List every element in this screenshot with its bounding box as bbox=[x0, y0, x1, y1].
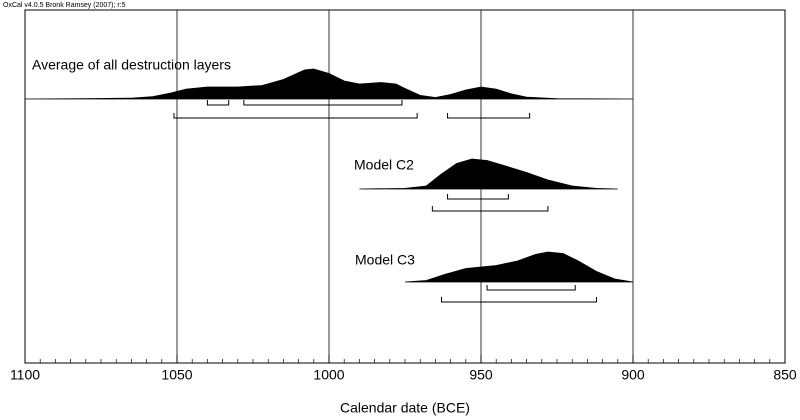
series-label: Model C3 bbox=[355, 252, 415, 268]
x-tick-label: 1050 bbox=[161, 367, 192, 383]
range-bracket bbox=[173, 113, 418, 119]
x-tick-label: 850 bbox=[773, 367, 797, 383]
series-label: Model C2 bbox=[354, 157, 414, 173]
range-bracket bbox=[243, 100, 403, 106]
x-axis-label: Calendar date (BCE) bbox=[340, 400, 470, 416]
x-tick-label: 1100 bbox=[10, 367, 40, 383]
range-bracket bbox=[206, 100, 230, 106]
x-tick-label: 900 bbox=[621, 367, 645, 383]
series-label: Average of all destruction layers bbox=[32, 57, 231, 73]
range-bracket bbox=[486, 285, 576, 291]
x-tick-label: 950 bbox=[469, 367, 493, 383]
density-curve bbox=[24, 68, 634, 100]
range-bracket bbox=[447, 113, 531, 119]
range-bracket bbox=[431, 206, 549, 212]
density-curve bbox=[404, 251, 634, 283]
density-curve bbox=[359, 158, 618, 190]
range-bracket bbox=[440, 297, 598, 303]
x-tick-label: 1000 bbox=[313, 367, 344, 383]
chart-subtitle: OxCal v4.0.5 Bronk Ramsey (2007); r:5 bbox=[3, 2, 126, 9]
range-bracket bbox=[447, 194, 509, 200]
